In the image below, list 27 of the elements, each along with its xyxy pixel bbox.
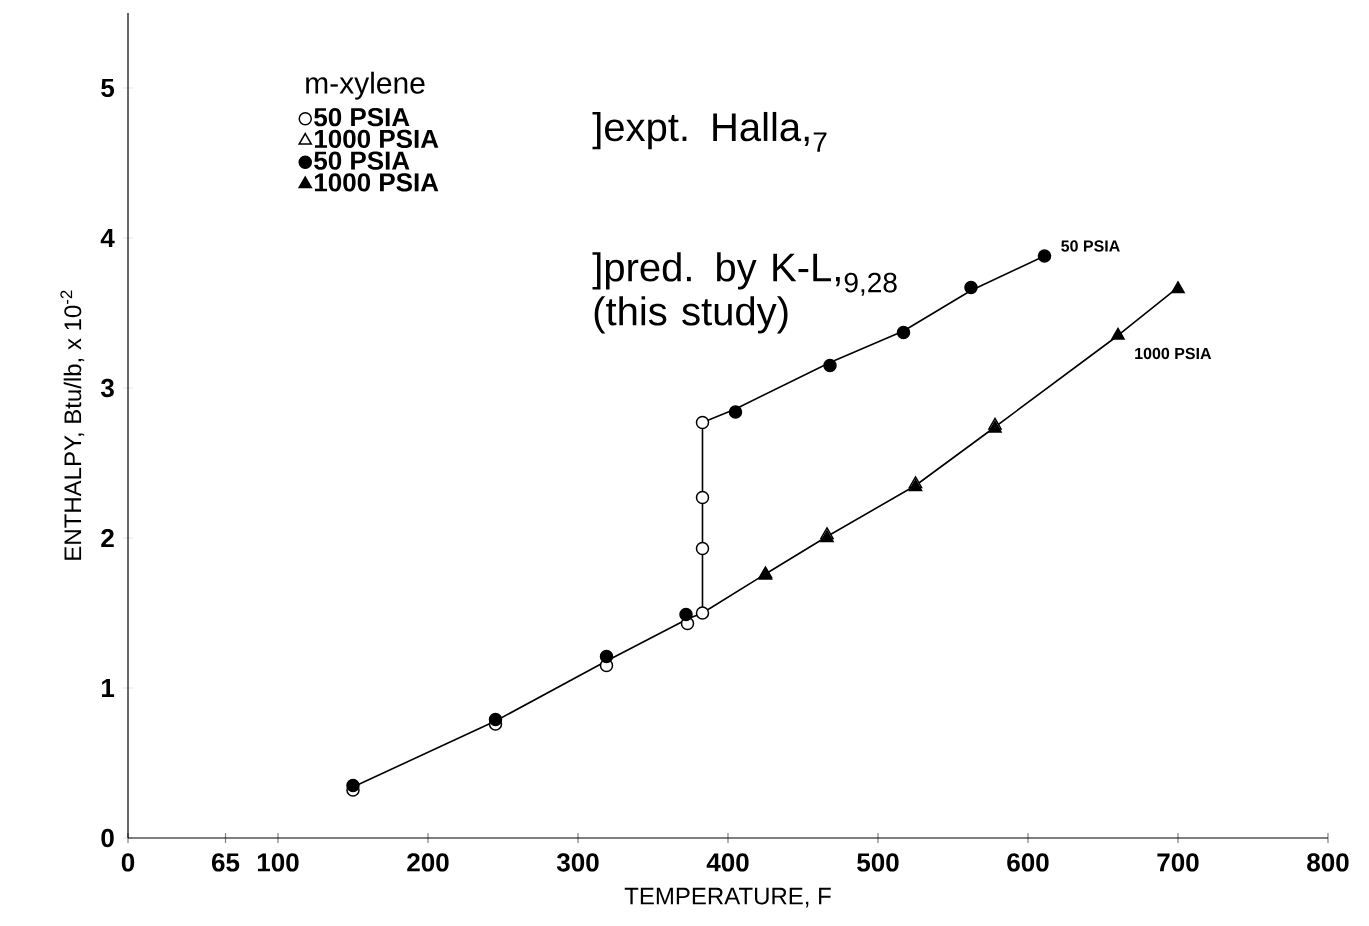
- x-tick-label: 300: [556, 853, 599, 872]
- x-tick-label: 200: [407, 853, 449, 872]
- x-tick-label: 100: [257, 853, 299, 872]
- legend-label: 50 PSIA: [314, 151, 410, 170]
- x-tick-label: 700: [1157, 853, 1199, 872]
- x-axis-title: TEMPERATURE, F: [624, 887, 831, 908]
- y-tick-label: 3: [100, 378, 114, 398]
- y-tick-label: 4: [100, 229, 115, 247]
- y-tick-label: 1: [101, 679, 115, 697]
- x-tick-label: 65: [211, 853, 240, 872]
- legend-label: 1000 PSIA: [314, 129, 439, 149]
- legend-label: 50 PSIA: [314, 107, 410, 127]
- annotation: ]expt. Halla,$_{7}$: [592, 111, 827, 152]
- annotation: 1000 PSIA: [1135, 347, 1212, 360]
- legend-title: m-xylene: [306, 71, 425, 100]
- x-tick-label: 0: [121, 853, 135, 872]
- text: ]pred. by K-L,$_{9,28}$ (this study): [592, 252, 897, 334]
- y-tick-label: 5: [101, 78, 115, 98]
- x-tick-label: 600: [1007, 853, 1049, 872]
- x-tick-label: 400: [706, 853, 749, 872]
- y-tick-label: 0: [101, 828, 114, 848]
- x-tick-label: 500: [857, 853, 899, 872]
- x-tick-label: 800: [1307, 853, 1349, 872]
- legend-label: 1000 PSIA: [314, 173, 439, 192]
- y-axis-title: ENTHALPY, Btu/lb, x 10$^{-2}$: [60, 290, 85, 560]
- annotation: 50 PSIA: [1061, 240, 1120, 252]
- y-tick-label: 2: [101, 528, 114, 548]
